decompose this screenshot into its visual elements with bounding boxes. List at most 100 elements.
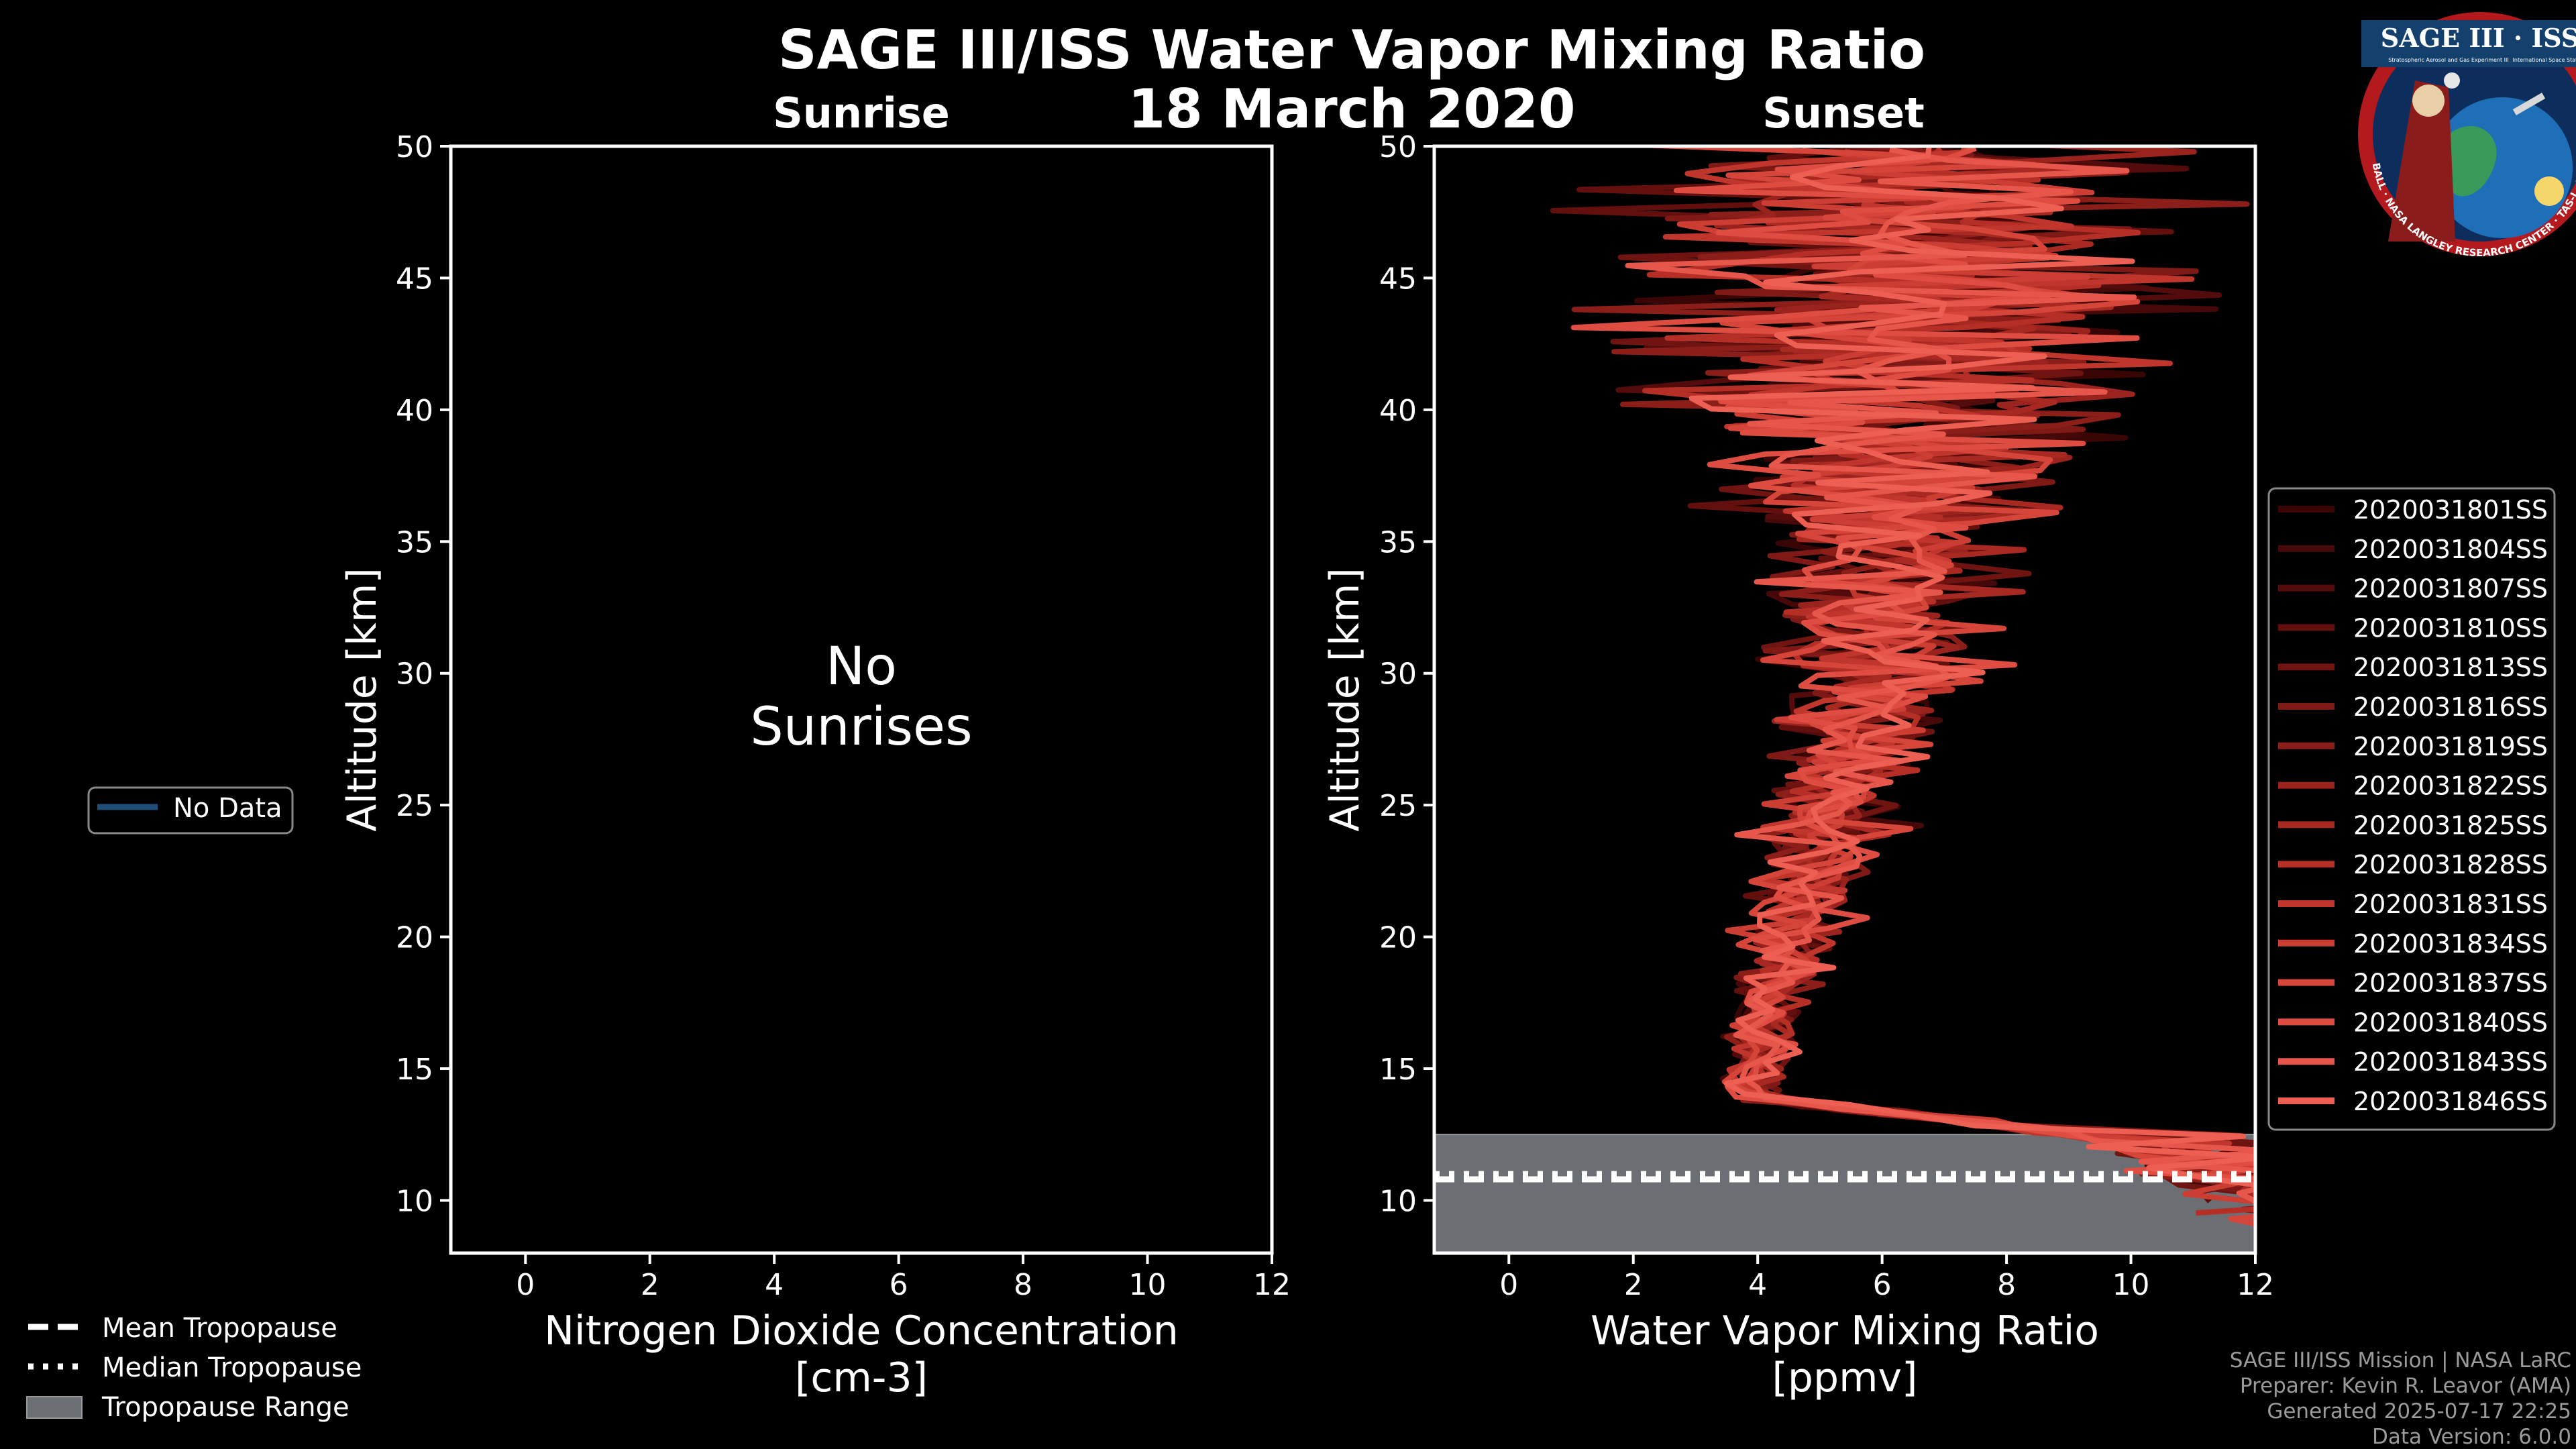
- logo-name: SAGE III · ISS: [2381, 23, 2576, 53]
- legend-label-2020031834SS: 2020031834SS: [2353, 929, 2548, 959]
- logo-wizard-head: [2412, 85, 2445, 117]
- text-line: Water Vapor Mixing Ratio: [1591, 1307, 2099, 1354]
- legend-label-2020031819SS: 2020031819SS: [2353, 732, 2548, 761]
- sunrise-x-tick-label: 10: [1129, 1268, 1167, 1302]
- no-sunrises-annotation: No Sunrises: [750, 637, 972, 757]
- logo-continent: [2444, 125, 2497, 197]
- sunset-panel-title: Sunset: [1762, 89, 1925, 138]
- no-data-legend-box: [87, 786, 294, 835]
- sunset-y-axis-label: Altitude [km]: [1322, 568, 1368, 832]
- sunrise-y-tick-label: 35: [396, 525, 433, 559]
- text-line: [cm-3]: [795, 1354, 928, 1401]
- credits: SAGE III/ISS Mission | NASA LaRC Prepare…: [2230, 1348, 2571, 1449]
- logo-subtitle-2: International Space Station: [2513, 57, 2576, 63]
- sunset-legend-items: 2020031801SS 2020031804SS 2020031807SS 2020…: [2278, 495, 2548, 1116]
- legend-label-2020031807SS: 2020031807SS: [2353, 574, 2548, 604]
- legend-label-2020031843SS: 2020031843SS: [2353, 1047, 2548, 1077]
- sunset-axes: 0 2 4 6 8 10 12 10 15 20 25 30 35 40 45 50: [1379, 130, 2274, 1302]
- text-line: Nitrogen Dioxide Concentration: [544, 1307, 1179, 1354]
- sunset-panel: 0 2 4 6 8 10 12 10 15 20 25 30 35 40 45 50 Water Vapor …: [1322, 130, 2274, 1401]
- legend-label-2020031837SS: 2020031837SS: [2353, 969, 2548, 998]
- sunrise-y-tick-label: 20: [396, 921, 433, 955]
- sunrise-x-axis-label: Nitrogen Dioxide Concentration [cm-3]: [544, 1307, 1179, 1401]
- sunrise-x-tick-label: 6: [890, 1268, 908, 1302]
- sage-iii-iss-logo: SAGE III · ISS Stratospheric Aerosol and…: [2358, 12, 2576, 259]
- sunrise-y-axis-label: Altitude [km]: [339, 568, 386, 832]
- sunset-legend: 2020031801SS 2020031804SS 2020031807SS 2020…: [2267, 487, 2556, 1131]
- figure-title: SAGE III/ISS Water Vapor Mixing Ratio: [778, 19, 1925, 81]
- sunset-profiles: [1550, 146, 2255, 1227]
- sunrise-axes: 0 2 4 6 8 10 12 10 15 20 25 30 35 40 45 50: [396, 130, 1291, 1302]
- sunrise-y-tick-label: 45: [396, 262, 433, 296]
- sunrise-y-tick-label: 15: [396, 1053, 433, 1087]
- credits-mission: SAGE III/ISS Mission | NASA LaRC: [2230, 1348, 2571, 1373]
- sunset-y-tick-label: 15: [1379, 1053, 1417, 1087]
- mean-tropopause-label: Mean Tropopause: [102, 1313, 337, 1344]
- sunset-profile-2020031846SS: [1688, 146, 2255, 1188]
- legend-label-2020031804SS: 2020031804SS: [2353, 535, 2548, 564]
- figure-date: 18 March 2020: [1128, 78, 1575, 140]
- credits-preparer: Preparer: Kevin R. Leavor (AMA): [2240, 1374, 2571, 1398]
- tropopause-lines: [1434, 1171, 2255, 1183]
- sunset-plot-frame: [1432, 144, 2257, 1255]
- sunset-y-tick-label: 20: [1379, 921, 1417, 955]
- sunset-y-tick-label: 30: [1379, 657, 1417, 692]
- credits-generated: Generated 2025-07-17 22:25: [2267, 1399, 2571, 1424]
- sunrise-x-tick-label: 8: [1014, 1268, 1032, 1302]
- median-tropopause-label: Median Tropopause: [102, 1352, 362, 1383]
- text-line: [ppmv]: [1772, 1354, 1918, 1401]
- sunset-y-tick-label: 10: [1379, 1184, 1417, 1218]
- sunset-x-tick-label: 12: [2237, 1268, 2274, 1302]
- sunset-y-tick-label: 50: [1379, 130, 1417, 164]
- legend-label-2020031810SS: 2020031810SS: [2353, 613, 2548, 643]
- tropopause-legend: Mean Tropopause Median Tropopause Tropop…: [26, 1313, 362, 1423]
- sunrise-x-tick-label: 12: [1253, 1268, 1291, 1302]
- logo-sun: [2534, 176, 2564, 206]
- no-data-legend: No Data: [87, 786, 294, 835]
- sunset-x-tick-label: 6: [1873, 1268, 1892, 1302]
- sunrise-y-tick-label: 25: [396, 789, 433, 823]
- sunset-x-axis-label: Water Vapor Mixing Ratio [ppmv]: [1591, 1307, 2099, 1401]
- sunrise-y-tick-label: 30: [396, 657, 433, 692]
- sunset-legend-box: [2267, 487, 2556, 1131]
- legend-label-2020031846SS: 2020031846SS: [2353, 1087, 2548, 1116]
- legend-label-2020031822SS: 2020031822SS: [2353, 771, 2548, 801]
- sunset-x-tick-label: 4: [1748, 1268, 1767, 1302]
- legend-label-2020031840SS: 2020031840SS: [2353, 1008, 2548, 1037]
- tropopause-range-label: Tropopause Range: [101, 1392, 350, 1423]
- sunset-y-tick-label: 45: [1379, 262, 1417, 296]
- sunset-y-tick-label: 40: [1379, 394, 1417, 428]
- sunrise-plot-area: [449, 144, 1274, 1255]
- sunset-y-tick-label: 35: [1379, 525, 1417, 559]
- text-line: Sunrises: [750, 697, 972, 757]
- logo-moon: [2444, 72, 2460, 89]
- sunrise-y-tick-label: 50: [396, 130, 433, 164]
- sunrise-panel: 0 2 4 6 8 10 12 10 15 20 25 30 35 40 45 50 No Sunrises N…: [339, 130, 1291, 1401]
- logo-banner: [2361, 20, 2576, 67]
- sunrise-x-tick-label: 0: [516, 1268, 535, 1302]
- legend-label-2020031831SS: 2020031831SS: [2353, 890, 2548, 919]
- logo-iss: [2512, 93, 2546, 115]
- legend-label-2020031825SS: 2020031825SS: [2353, 810, 2548, 840]
- legend-label-2020031828SS: 2020031828SS: [2353, 850, 2548, 879]
- legend-label-2020031816SS: 2020031816SS: [2353, 692, 2548, 722]
- sunrise-panel-title: Sunrise: [773, 89, 950, 138]
- sunset-x-tick-label: 2: [1624, 1268, 1643, 1302]
- tropopause-range-swatch: [26, 1396, 83, 1419]
- sunrise-x-tick-label: 2: [641, 1268, 659, 1302]
- sunset-profile-2020031843SS: [1625, 147, 2255, 1204]
- logo-subtitle-1: Stratospheric Aerosol and Gas Experiment…: [2388, 57, 2508, 63]
- sunrise-y-tick-label: 40: [396, 394, 433, 428]
- logo-wizard-figure: [2388, 80, 2455, 241]
- legend-label-2020031813SS: 2020031813SS: [2353, 653, 2548, 682]
- sunset-x-tick-label: 10: [2112, 1268, 2150, 1302]
- legend-label-2020031801SS: 2020031801SS: [2353, 495, 2548, 525]
- no-data-label: No Data: [173, 793, 282, 824]
- sunset-x-tick-label: 0: [1499, 1268, 1518, 1302]
- credits-version: Data Version: 6.0.0: [2372, 1425, 2571, 1449]
- sunset-y-tick-label: 25: [1379, 789, 1417, 823]
- sunrise-y-tick-label: 10: [396, 1184, 433, 1218]
- sunrise-x-tick-label: 4: [765, 1268, 784, 1302]
- sunset-x-tick-label: 8: [1997, 1268, 2016, 1302]
